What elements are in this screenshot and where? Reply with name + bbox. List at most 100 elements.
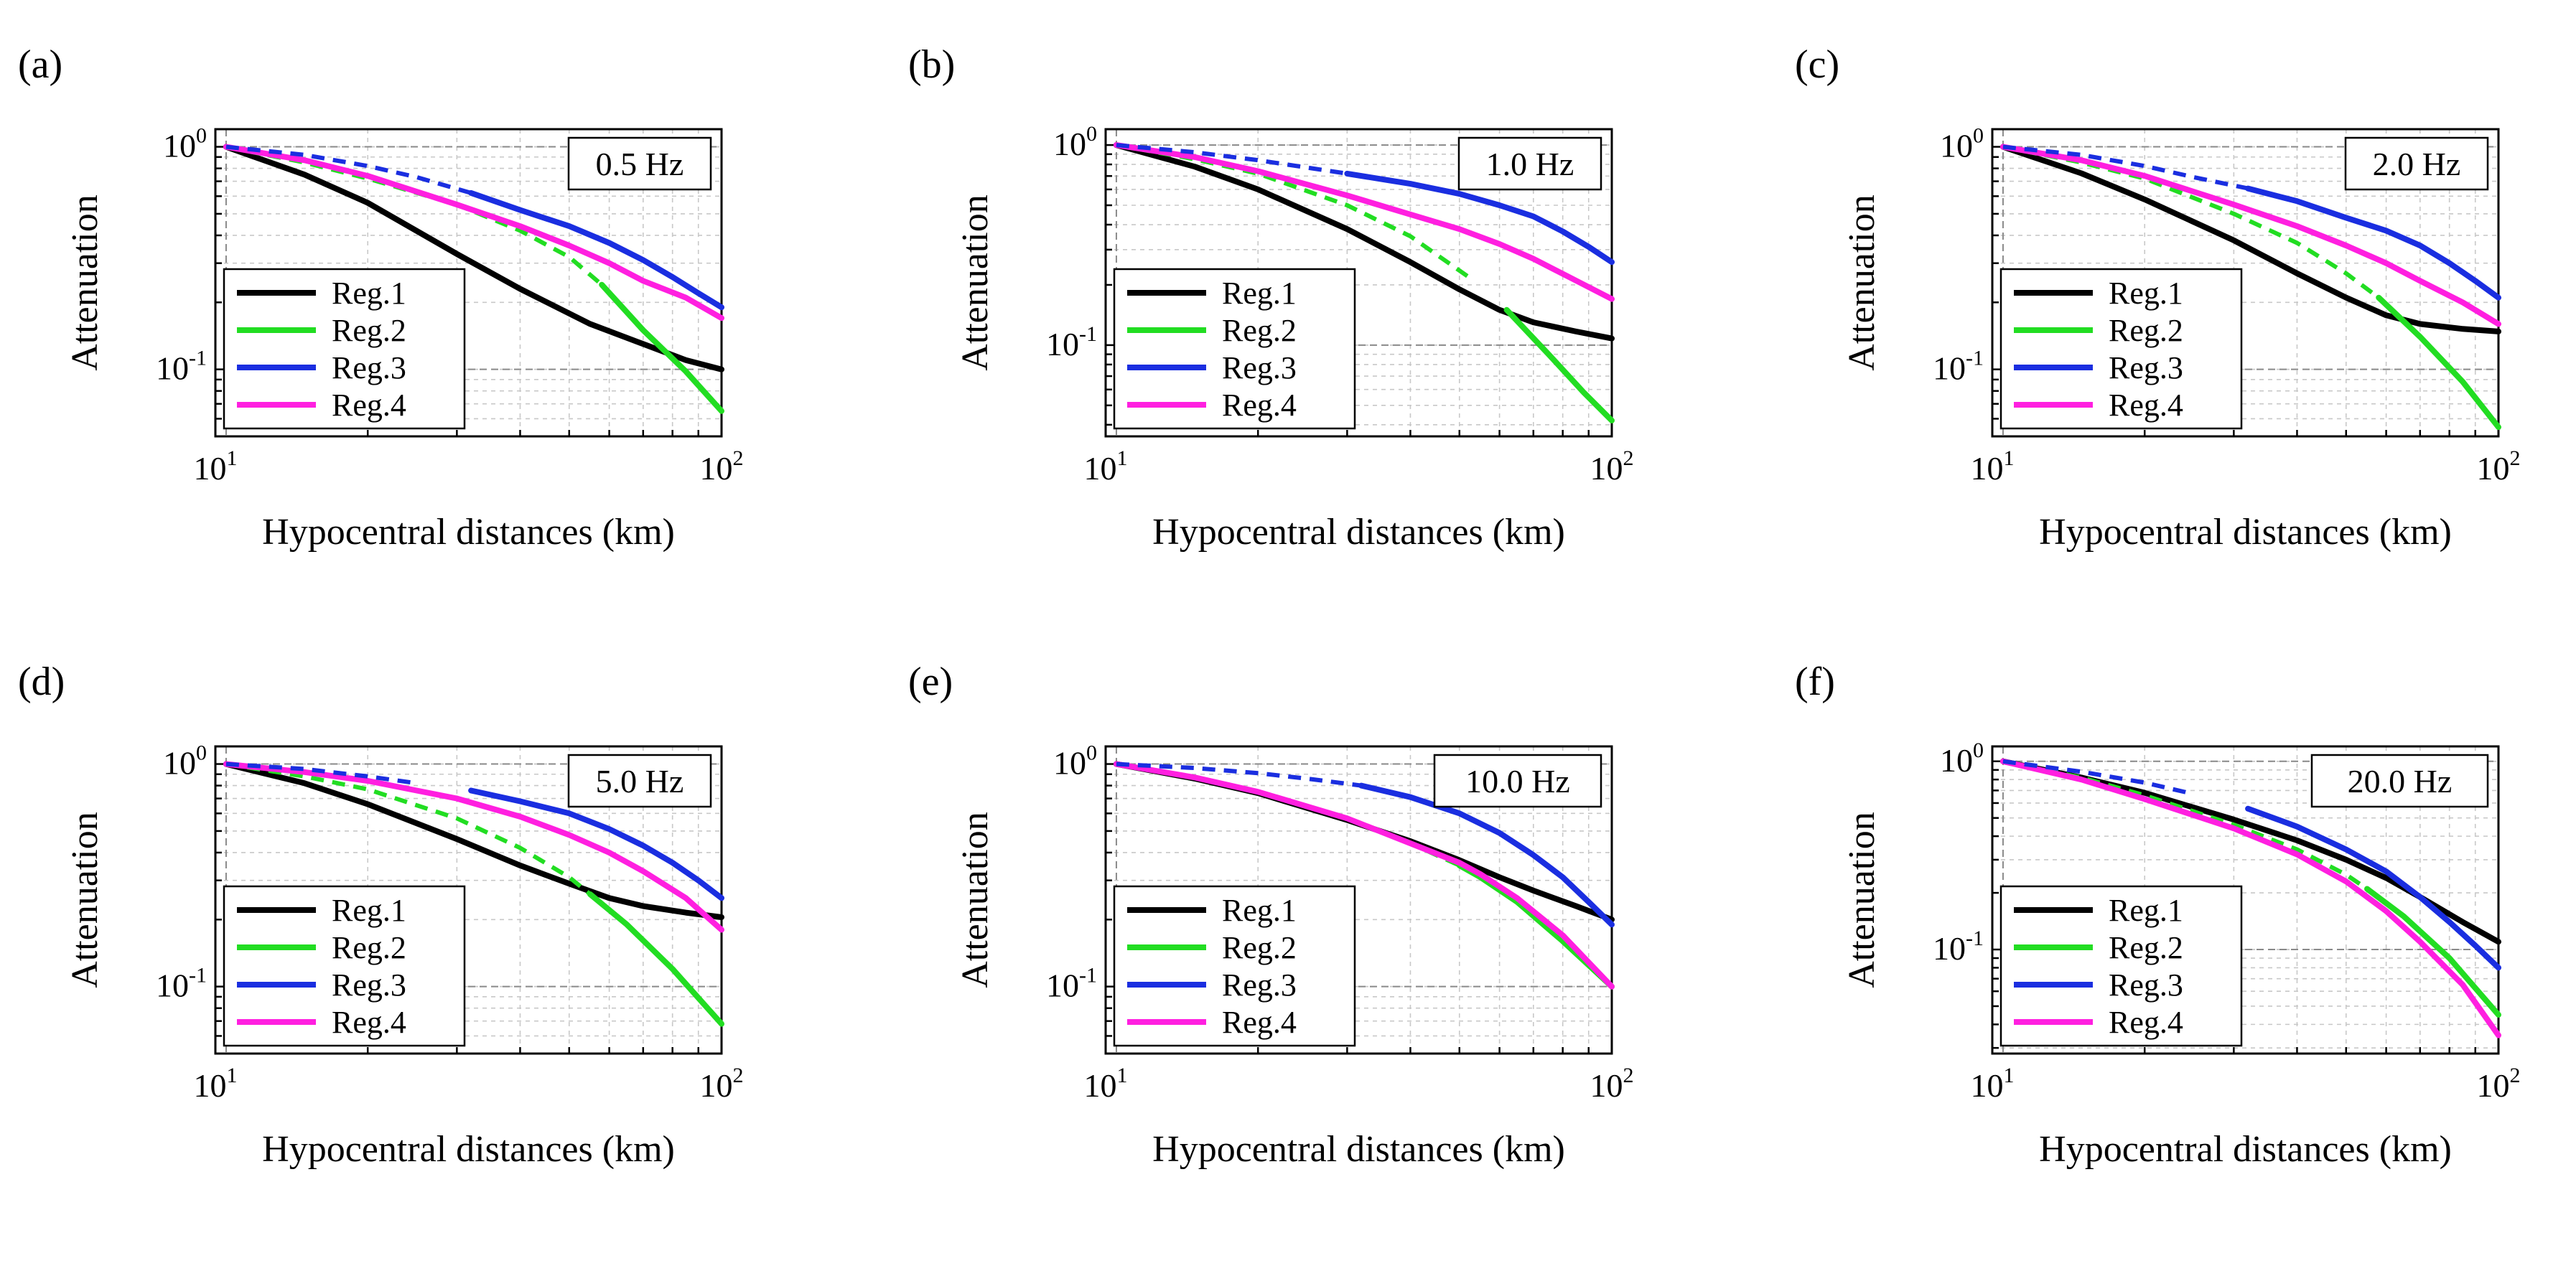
- x-tick-exponent: 2: [2510, 446, 2521, 470]
- legend-label: Reg.1: [1222, 893, 1297, 928]
- frequency-label: 5.0 Hz: [596, 763, 684, 800]
- legend-label: Reg.2: [332, 313, 406, 348]
- legend-label: Reg.3: [2109, 967, 2183, 1003]
- series-line-reg3: [2245, 805, 2501, 971]
- x-tick-base: 10: [1590, 1067, 1623, 1104]
- x-axis-label: Hypocentral distances (km): [2039, 1129, 2452, 1170]
- series-line-reg3: [1358, 782, 1615, 928]
- x-tick-base: 10: [1971, 450, 2004, 487]
- y-tick-exponent: -1: [1966, 927, 1984, 950]
- x-tick-exponent: 1: [227, 1064, 238, 1087]
- series-line-reg1: [223, 761, 724, 920]
- legend-label: Reg.2: [2109, 930, 2183, 965]
- x-tick-base: 10: [194, 450, 227, 487]
- y-tick-label: 100: [163, 741, 207, 782]
- series-line-reg3-dashed: [2002, 759, 2195, 797]
- series-line-reg3-dashed: [225, 761, 417, 786]
- series-lines: [1113, 761, 1615, 990]
- x-tick-exponent: 2: [2510, 1064, 2521, 1087]
- legend-label: Reg.1: [2109, 893, 2183, 928]
- series-lines: [1999, 758, 2501, 1038]
- x-tick-base: 10: [1590, 450, 1623, 487]
- y-tick-exponent: 0: [196, 741, 207, 765]
- legend-label: Reg.3: [2109, 350, 2183, 385]
- grid: [215, 129, 722, 437]
- tick-marks: [1991, 760, 2500, 1054]
- y-tick-exponent: 0: [1973, 738, 1984, 762]
- panel-label: (e): [908, 660, 953, 704]
- frequency-box: [1433, 754, 1602, 808]
- legend-label: Reg.3: [1222, 350, 1297, 385]
- frequency-box: [567, 136, 712, 191]
- series-line-reg3: [468, 189, 724, 311]
- y-tick-label: 10-1: [1933, 927, 1984, 967]
- x-tick-label: 101: [194, 1064, 238, 1104]
- x-tick-base: 10: [1971, 1067, 2004, 1104]
- series-line-reg3: [468, 787, 724, 901]
- series-line-reg2: [1503, 306, 1615, 423]
- y-tick-label: 100: [1053, 122, 1097, 162]
- y-tick-label: 100: [1940, 738, 1984, 779]
- panel-label: (d): [18, 660, 65, 704]
- y-axis-label: Attenuation: [955, 194, 996, 371]
- y-tick-base: 10: [156, 350, 189, 387]
- y-tick-label: 10-1: [156, 964, 207, 1004]
- x-axis-label: Hypocentral distances (km): [1152, 1129, 1565, 1170]
- series-line-reg4: [1999, 758, 2501, 1038]
- series-line-reg2: [2364, 886, 2501, 1018]
- x-tick-base: 10: [194, 1067, 227, 1104]
- y-tick-base: 10: [1940, 128, 1973, 164]
- legend-label: Reg.4: [2109, 388, 2183, 423]
- frequency-box: [1457, 136, 1602, 191]
- y-tick-label: 10-1: [1046, 322, 1097, 362]
- y-tick-base: 10: [1053, 745, 1086, 782]
- series-line-reg2: [1456, 862, 1615, 990]
- legend-label: Reg.4: [2109, 1005, 2183, 1040]
- series-line-reg1: [1999, 144, 2501, 334]
- series-line-reg1: [1113, 142, 1615, 342]
- series-line-reg4: [1113, 761, 1615, 990]
- y-tick-base: 10: [156, 967, 189, 1004]
- plot-frame: [1991, 128, 2500, 438]
- series-line-reg4: [223, 761, 724, 933]
- x-tick-label: 102: [1590, 446, 1634, 487]
- x-tick-base: 10: [1084, 450, 1117, 487]
- series-line-reg4: [223, 144, 724, 322]
- y-tick-base: 10: [163, 128, 196, 164]
- x-tick-base: 10: [700, 1067, 733, 1104]
- tick-marks: [214, 763, 723, 1055]
- series-line-reg3: [1344, 170, 1615, 266]
- series-line-reg2-dashed: [1116, 761, 1461, 868]
- grid: [1992, 129, 2499, 437]
- x-tick-exponent: 2: [1623, 446, 1634, 470]
- legend-label: Reg.4: [1222, 1005, 1297, 1040]
- legend-label: Reg.1: [1222, 276, 1297, 311]
- series-line-reg3-dashed: [1116, 143, 1348, 176]
- legend-label: Reg.4: [332, 388, 406, 423]
- plot-frame: [1991, 745, 2500, 1055]
- series-line-reg3-dashed: [225, 144, 472, 195]
- x-tick-exponent: 1: [2004, 1064, 2015, 1087]
- y-tick-exponent: 0: [196, 124, 207, 148]
- frequency-box: [2310, 754, 2489, 808]
- x-tick-base: 10: [2477, 450, 2510, 487]
- y-tick-label: 10-1: [156, 347, 207, 387]
- series-line-reg3: [2245, 185, 2501, 301]
- series-lines: [1999, 144, 2501, 431]
- series-lines: [223, 144, 724, 414]
- series-line-reg2: [2376, 294, 2501, 431]
- frequency-label: 1.0 Hz: [1486, 146, 1574, 182]
- tick-marks: [1991, 146, 2500, 438]
- legend-label: Reg.3: [1222, 967, 1297, 1003]
- y-tick-exponent: -1: [1966, 347, 1984, 370]
- x-axis-label: Hypocentral distances (km): [1152, 512, 1565, 553]
- y-tick-label: 10-1: [1933, 347, 1984, 387]
